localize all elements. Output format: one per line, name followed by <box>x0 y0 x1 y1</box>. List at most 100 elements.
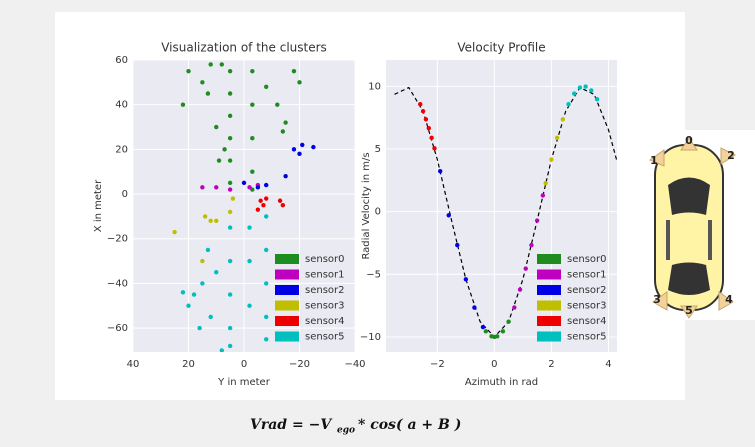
data-point <box>594 97 600 102</box>
data-point <box>227 180 233 186</box>
data-point <box>264 247 269 253</box>
formula-subscript: ego <box>337 426 355 436</box>
data-point <box>572 91 577 96</box>
data-point <box>200 258 205 264</box>
data-point <box>241 180 247 186</box>
data-point <box>472 305 477 310</box>
data-point <box>208 62 213 67</box>
data-point <box>227 158 233 163</box>
data-point <box>227 187 233 192</box>
y-tick-label: 0 <box>375 207 381 218</box>
legend-swatch <box>275 254 299 264</box>
data-point <box>495 334 500 339</box>
legend-swatch <box>537 285 561 295</box>
data-point <box>227 91 233 96</box>
legend-label: sensor5 <box>305 332 345 343</box>
data-point <box>277 198 283 203</box>
data-point <box>214 124 219 130</box>
y-tick-label: −5 <box>366 269 381 280</box>
data-point <box>554 135 560 141</box>
data-point <box>311 144 316 150</box>
y-axis-label: Radial Velocity in m/s <box>361 152 372 259</box>
y-tick-label: 5 <box>375 144 381 155</box>
data-point <box>172 229 177 235</box>
data-point <box>205 91 211 96</box>
data-point <box>202 214 208 219</box>
data-point <box>230 196 236 201</box>
data-point <box>512 305 517 310</box>
data-point <box>463 277 469 282</box>
data-point <box>186 68 191 74</box>
legend-label: sensor1 <box>567 270 607 281</box>
data-point <box>227 258 233 264</box>
y-tick-label: 10 <box>368 81 381 92</box>
data-point <box>227 292 233 297</box>
car-label: 1 <box>650 154 658 167</box>
data-point <box>227 225 233 230</box>
data-point <box>255 207 261 212</box>
data-point <box>258 198 263 203</box>
data-point <box>523 266 528 271</box>
data-point <box>227 135 233 141</box>
data-point <box>197 325 202 331</box>
legend-label: sensor3 <box>567 301 607 312</box>
data-point <box>200 80 205 85</box>
data-point <box>214 270 219 275</box>
data-point <box>529 242 534 248</box>
legend-label: sensor1 <box>305 270 345 281</box>
data-point <box>205 247 211 253</box>
x-tick-label: 2 <box>548 359 554 370</box>
data-point <box>208 314 213 320</box>
legend-swatch <box>537 316 561 326</box>
data-point <box>446 213 451 218</box>
x-tick-label: −2 <box>430 359 445 370</box>
data-point <box>297 151 302 157</box>
x-tick-label: 20 <box>182 359 195 370</box>
data-point <box>283 120 288 125</box>
data-point <box>227 209 233 215</box>
data-point <box>418 102 423 107</box>
data-point <box>219 348 224 352</box>
data-point <box>429 135 434 141</box>
y-tick-label: −10 <box>360 332 381 343</box>
data-point <box>420 109 426 114</box>
data-point <box>214 185 219 190</box>
data-point <box>222 147 227 152</box>
legend-swatch <box>537 331 561 342</box>
data-point <box>283 173 288 179</box>
y-tick-label: 0 <box>122 189 128 200</box>
chart-title: Visualization of the clusters <box>161 41 327 55</box>
data-point <box>426 125 431 131</box>
data-point <box>549 157 554 162</box>
data-point <box>432 146 437 151</box>
y-axis-label: X in meter <box>93 179 104 232</box>
x-tick-label: 0 <box>241 359 247 370</box>
data-point <box>423 117 429 122</box>
data-point <box>250 68 255 74</box>
data-point <box>534 218 540 223</box>
data-point <box>216 158 222 163</box>
y-tick-label: −40 <box>107 278 128 289</box>
data-point <box>543 180 548 186</box>
car-label: 0 <box>685 134 693 147</box>
formula-suffix: * cos( a + B ) <box>358 417 461 433</box>
legend-swatch <box>275 285 299 295</box>
data-point <box>191 292 197 297</box>
data-point <box>540 193 546 198</box>
data-point <box>264 337 269 342</box>
legend-label: sensor0 <box>305 254 345 265</box>
data-point <box>500 329 506 334</box>
data-point <box>437 168 443 174</box>
data-point <box>483 329 489 334</box>
legend-swatch <box>537 300 561 311</box>
data-point <box>280 203 286 208</box>
legend-swatch <box>275 316 299 326</box>
x-axis-label: Azimuth in rad <box>465 377 538 388</box>
data-point <box>264 196 269 201</box>
data-point <box>227 113 233 119</box>
data-point <box>208 218 213 224</box>
x-tick-label: 0 <box>491 359 497 370</box>
data-point <box>583 84 588 89</box>
data-point <box>280 129 286 134</box>
legend-label: sensor3 <box>305 301 345 312</box>
